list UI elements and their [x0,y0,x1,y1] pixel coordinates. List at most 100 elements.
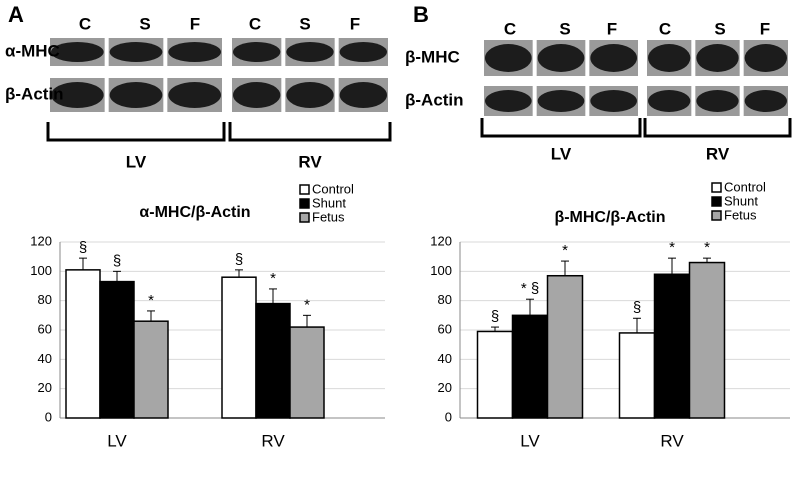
y-tick-label: 20 [38,380,52,395]
annotation: * [270,270,276,287]
panel-label: B [413,2,429,27]
annotation: * [148,292,154,309]
y-tick-label: 120 [30,233,52,248]
legend-swatch [711,196,722,207]
blot-band [286,82,334,108]
blot-band [232,42,281,62]
annotation: § [633,299,641,316]
blot-band [744,44,787,72]
lane-label: S [299,14,310,33]
panel-label: A [8,2,24,27]
bar [688,261,726,419]
y-tick-label: 60 [438,321,452,336]
x-tick-label: LV [107,431,127,450]
group-label: RV [706,144,730,163]
blot-band [590,90,638,112]
y-tick-label: 0 [445,409,452,424]
y-tick-label: 40 [38,351,52,366]
legend-label: Fetus [312,209,345,224]
blot-band [286,42,334,62]
bar [289,326,325,419]
blot-band [168,42,222,62]
x-tick-label: RV [660,431,684,450]
legend-label: Control [312,181,354,196]
bracket [643,118,792,138]
blot-band [339,82,388,108]
bar [99,280,135,419]
bar [653,273,691,419]
blot-band [590,44,638,72]
bracket [480,118,642,138]
lane-label: F [190,14,200,33]
annotation: § [113,252,121,269]
y-tick-label: 60 [38,321,52,336]
y-tick-label: 80 [438,292,452,307]
bar [255,302,291,419]
lane-label: C [659,19,671,38]
row-label: β-Actin [5,84,64,103]
y-tick-label: 80 [38,292,52,307]
blot-band [537,90,585,112]
bar [546,274,584,419]
lane-label: F [607,19,617,38]
group-label: LV [126,152,147,171]
lane-label: F [760,19,770,38]
bar [511,314,549,419]
legend-swatch [299,212,310,223]
bar [618,332,656,419]
chart-title: α-MHC/β-Actin [139,204,250,221]
blot-band [109,42,163,62]
x-tick-label: LV [520,431,540,450]
blot-band [485,44,532,72]
row-label: β-Actin [405,90,464,109]
y-tick-label: 0 [45,409,52,424]
blot-band [744,90,787,112]
lane-label: S [714,19,725,38]
blot-band [232,82,281,108]
blot-band [648,90,691,112]
annotation: § [491,308,499,325]
bar [133,320,169,419]
group-label: RV [298,152,322,171]
y-tick-label: 100 [430,263,452,278]
bracket [46,122,226,142]
legend-swatch [299,198,310,209]
legend-swatch [711,182,722,193]
legend-label: Shunt [724,193,758,208]
annotation: § [79,239,87,256]
blot-band [168,82,222,108]
lane-label: S [559,19,570,38]
row-label: α-MHC [5,41,60,60]
lane-label: C [504,19,516,38]
annotation: * [704,239,710,256]
y-tick-label: 120 [430,233,452,248]
row-label: β-MHC [405,47,460,66]
lane-label: C [79,14,91,33]
blot-band [696,44,739,72]
legend-label: Fetus [724,207,757,222]
legend-label: Control [724,179,766,194]
annotation: § [235,251,243,268]
legend-swatch [711,210,722,221]
blot-band [109,82,163,108]
blot-band [696,90,739,112]
group-label: LV [551,144,572,163]
x-tick-label: RV [261,431,285,450]
blot-band [648,44,691,72]
bar [65,269,101,419]
bar [221,276,257,419]
lane-label: C [249,14,261,33]
lane-label: S [139,14,150,33]
chart-title: β-MHC/β-Actin [554,209,665,226]
annotation: * [304,296,310,313]
blot-band [339,42,388,62]
legend-label: Shunt [312,195,346,210]
blot-band [485,90,532,112]
y-tick-label: 20 [438,380,452,395]
y-tick-label: 40 [438,351,452,366]
annotation: * [562,242,568,259]
y-tick-label: 100 [30,263,52,278]
annotation: * [669,239,675,256]
blot-band [51,82,104,108]
lane-label: F [350,14,360,33]
